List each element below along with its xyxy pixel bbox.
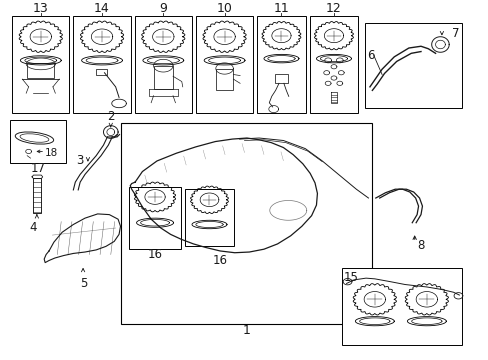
Bar	[96, 69, 107, 75]
Text: 8: 8	[416, 239, 423, 252]
Text: 1: 1	[242, 324, 250, 337]
Text: 10: 10	[216, 2, 232, 15]
Text: 5: 5	[80, 278, 87, 291]
Bar	[33, 178, 41, 213]
Bar	[185, 189, 233, 246]
Text: 4: 4	[29, 221, 37, 234]
Text: 16: 16	[147, 248, 162, 261]
Bar	[121, 123, 371, 324]
Text: 2: 2	[107, 110, 114, 123]
Bar	[215, 69, 233, 90]
Text: 12: 12	[325, 2, 341, 15]
Text: 9: 9	[159, 2, 167, 15]
Bar	[10, 120, 66, 163]
Bar	[341, 267, 461, 345]
Bar	[12, 16, 69, 113]
Text: 15: 15	[343, 271, 358, 284]
Text: 11: 11	[273, 2, 289, 15]
Text: 17: 17	[31, 162, 45, 175]
Bar	[27, 63, 54, 78]
Text: 7: 7	[451, 27, 459, 40]
Text: 13: 13	[33, 2, 48, 15]
Bar	[134, 16, 192, 113]
Bar	[309, 16, 358, 113]
Bar	[274, 75, 287, 83]
Bar	[73, 16, 130, 113]
Text: 18: 18	[45, 148, 58, 158]
Text: 6: 6	[366, 49, 374, 62]
Bar	[153, 66, 173, 89]
Bar	[196, 16, 253, 113]
Bar	[257, 16, 305, 113]
Text: 3: 3	[76, 154, 83, 167]
Text: 16: 16	[212, 254, 227, 267]
Bar	[365, 23, 461, 108]
Bar	[128, 188, 181, 249]
Text: 14: 14	[94, 2, 110, 15]
